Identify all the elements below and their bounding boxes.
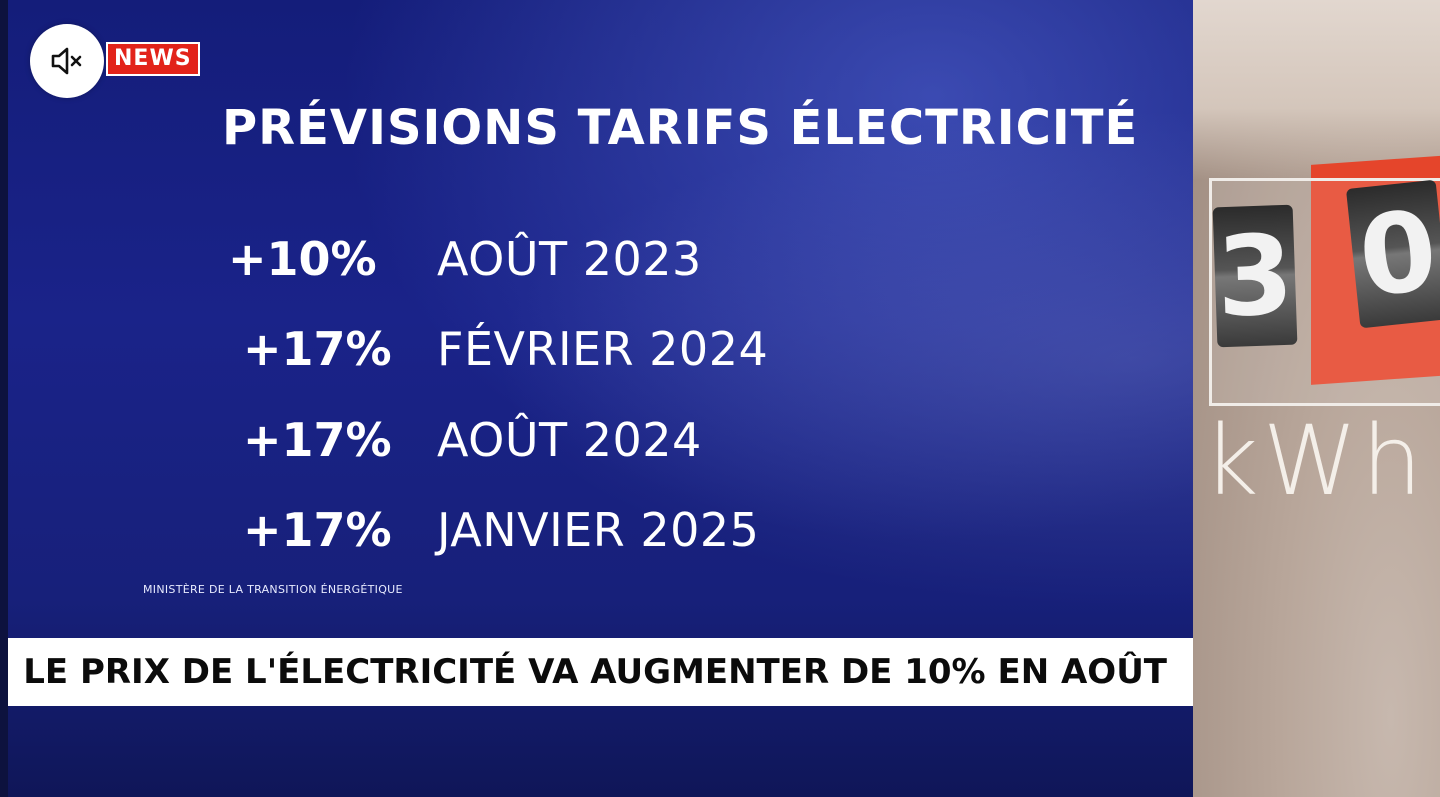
left-edge: [0, 0, 8, 797]
meter-unit: kWh: [1203, 405, 1427, 517]
forecast-row: +17% AOÛT 2024: [0, 413, 1180, 473]
meter-digit: 0: [1345, 179, 1440, 329]
forecast-date: JANVIER 2025: [437, 503, 760, 557]
forecast-percent: +10%: [228, 232, 377, 286]
forecast-row: +17% JANVIER 2025: [0, 503, 1180, 563]
forecast-percent: +17%: [243, 503, 392, 557]
page-title: PRÉVISIONS TARIFS ÉLECTRICITÉ: [222, 100, 1139, 156]
photo-blur: [1193, 0, 1440, 180]
forecast-percent: +17%: [243, 322, 392, 376]
forecast-row: +10% AOÛT 2023: [0, 232, 1180, 292]
mute-button[interactable]: [30, 24, 104, 98]
meter-digit: 3: [1212, 204, 1298, 348]
source-credit: MINISTÈRE DE LA TRANSITION ÉNERGÉTIQUE: [143, 583, 403, 596]
news-ticker: LE PRIX DE L'ÉLECTRICITÉ VA AUGMENTER DE…: [8, 638, 1193, 706]
forecast-date: AOÛT 2023: [437, 232, 702, 286]
forecast-row: +17% FÉVRIER 2024: [0, 322, 1180, 382]
speaker-muted-icon: [51, 47, 82, 75]
ticker-headline: LE PRIX DE L'ÉLECTRICITÉ VA AUGMENTER DE…: [23, 652, 1167, 692]
forecast-date: AOÛT 2024: [437, 413, 702, 467]
electricity-meter-photo: 3 0 kWh: [1193, 0, 1440, 797]
forecast-date: FÉVRIER 2024: [437, 322, 769, 376]
forecast-percent: +17%: [243, 413, 392, 467]
news-badge: NEWS: [106, 42, 200, 76]
